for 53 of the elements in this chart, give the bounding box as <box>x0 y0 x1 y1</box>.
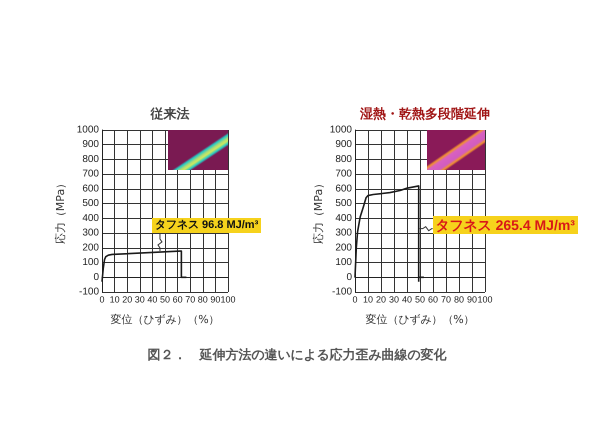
chart-title: 従来法 <box>150 107 190 122</box>
y-tick-label: 400 <box>82 212 100 224</box>
y-tick-label: 600 <box>82 183 100 194</box>
y-tick-label: 900 <box>335 139 352 150</box>
x-tick-label: 70 <box>185 294 196 304</box>
y-tick-label: 400 <box>335 212 352 224</box>
x-tick-label: 30 <box>134 294 145 304</box>
y-tick-label: 600 <box>335 183 352 194</box>
x-axis-title: 変位（ひずみ）（%） <box>365 313 475 326</box>
x-tick-label: 60 <box>172 294 183 304</box>
y-tick-label: 0 <box>346 272 352 283</box>
x-tick-label: 90 <box>210 294 220 304</box>
x-tick-label: 80 <box>198 294 208 304</box>
x-tick-label: 100 <box>220 294 236 304</box>
annotation: タフネス 96.8 MJ/m³ <box>152 218 262 233</box>
y-tick-label: 700 <box>82 168 100 180</box>
x-tick-label: 20 <box>376 294 386 304</box>
y-tick-label: -100 <box>78 286 100 298</box>
y-tick-label: 700 <box>335 168 352 180</box>
x-tick-label: 10 <box>110 294 120 304</box>
x-axis-title: 変位（ひずみ）（%） <box>110 313 220 326</box>
y-tick-label: 1000 <box>330 124 352 136</box>
x-tick-label: 90 <box>466 294 478 304</box>
x-tick-label: 10 <box>362 294 374 304</box>
y-tick-label: 800 <box>335 154 352 165</box>
y-tick-label: 300 <box>82 228 100 239</box>
y-tick-label: 500 <box>82 198 100 210</box>
y-tick-label: 500 <box>335 198 352 210</box>
chart-title: 湿熱・乾熱多段階延伸 <box>359 106 490 122</box>
x-tick-label: 40 <box>402 294 412 304</box>
y-tick-label: 100 <box>335 257 352 268</box>
y-tick-label: 800 <box>82 154 100 165</box>
x-tick-label: 50 <box>160 294 170 304</box>
y-tick-label: 300 <box>335 228 352 239</box>
y-axis-title: 応力（MPa） <box>54 178 67 244</box>
x-tick-label: 30 <box>388 294 400 304</box>
x-tick-label: 80 <box>454 294 464 304</box>
x-tick-label: 50 <box>414 294 426 304</box>
x-tick-label: 70 <box>440 294 452 304</box>
annotation: タフネス 265.4 MJ/m³ <box>432 216 578 234</box>
y-tick-label: 100 <box>82 257 100 268</box>
x-tick-label: 40 <box>147 294 158 304</box>
y-tick-label: 0 <box>93 272 100 283</box>
y-tick-label: 200 <box>82 242 100 254</box>
y-axis-title: 応力（MPa） <box>312 178 325 244</box>
caption: 図２． 延伸方法の違いによる応力歪み曲線の変化 <box>146 346 448 364</box>
x-tick-label: 60 <box>428 294 438 304</box>
x-tick-label: 100 <box>477 294 493 304</box>
y-tick-label: 900 <box>82 139 100 150</box>
y-tick-label: -100 <box>332 286 352 298</box>
y-tick-label: 200 <box>335 242 352 254</box>
y-tick-label: 1000 <box>76 124 100 136</box>
x-tick-label: 20 <box>122 294 132 304</box>
